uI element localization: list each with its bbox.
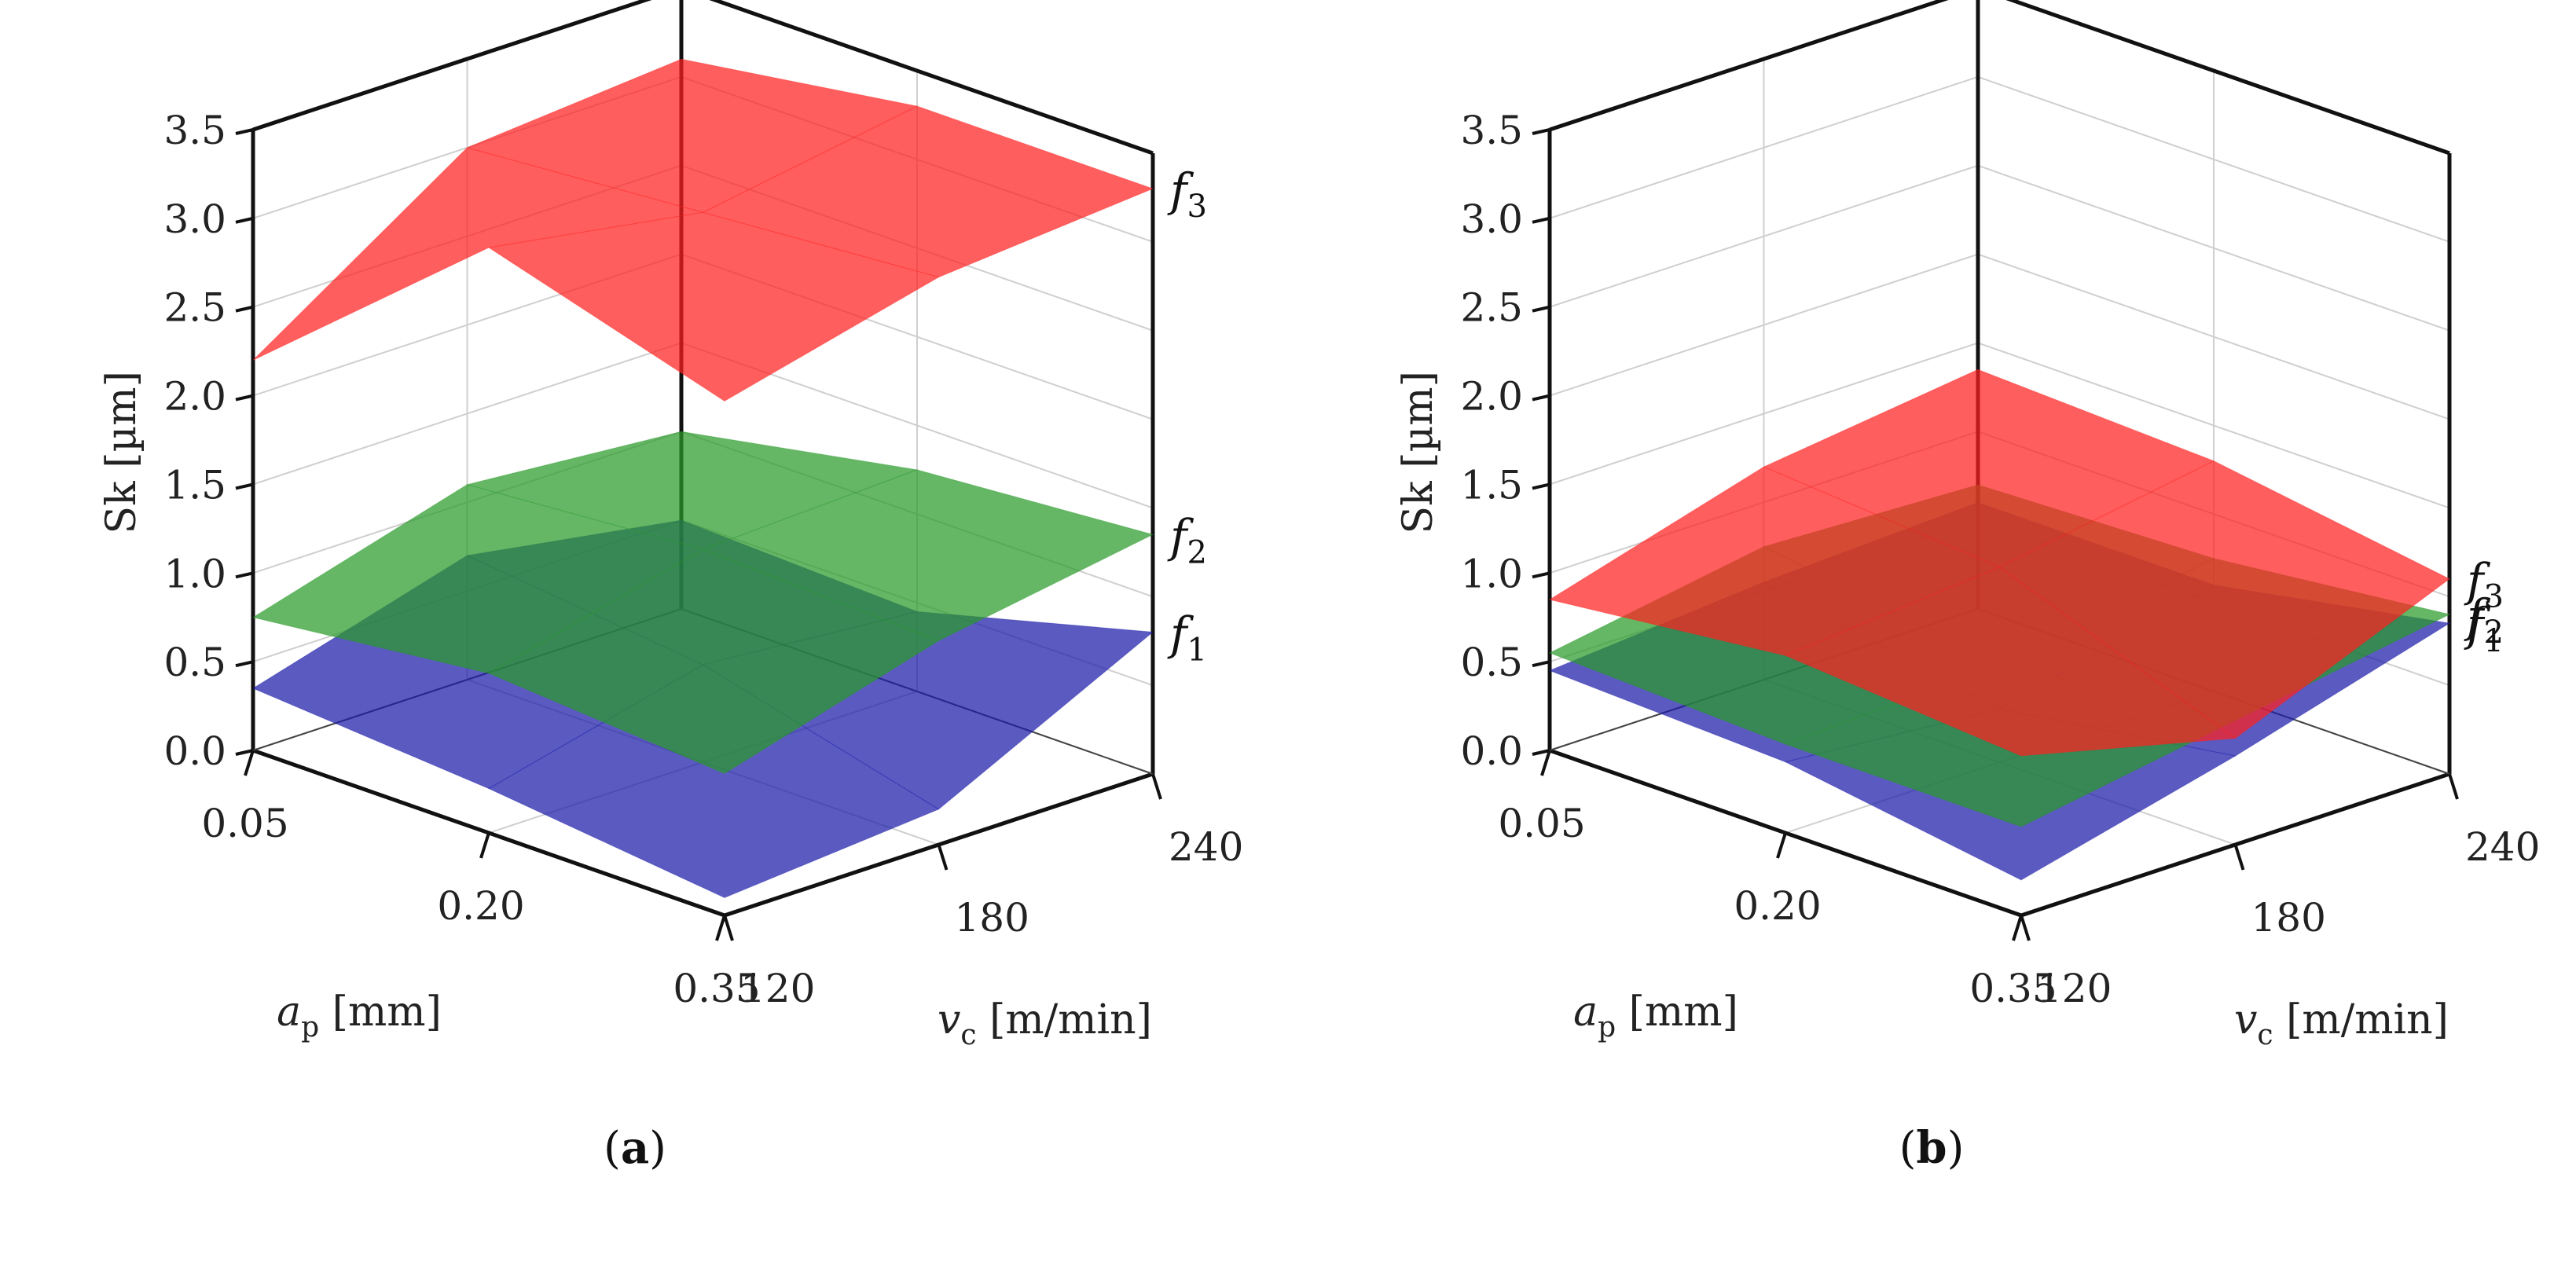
y-tick-label: 240 (1169, 824, 1243, 870)
axis-line (252, 0, 652, 132)
surface-f2 (251, 431, 1154, 774)
axis-line (2005, 0, 2450, 156)
y-axis-label: vc [m/min] (2234, 996, 2449, 1051)
y-tick-label: 120 (740, 966, 815, 1011)
y-axis-label: vc [m/min] (938, 996, 1152, 1051)
z-tick-label: 1.5 (1460, 462, 1523, 508)
y-tick-label: 180 (955, 895, 1029, 941)
x-tick (1540, 750, 1551, 776)
y-tick (2020, 915, 2031, 941)
z-tick (1532, 216, 1550, 224)
x-tick-label: 0.35 (1969, 966, 2057, 1011)
x-tick (715, 915, 726, 941)
x-tick-label: 0.05 (201, 801, 288, 846)
y-tick (1151, 773, 1162, 800)
z-tick-label: 2.5 (163, 285, 226, 331)
z-tick (1532, 660, 1550, 668)
z-axis-label: Sk [µm] (1395, 371, 1442, 534)
y-tick-label: 120 (2037, 966, 2112, 1011)
series-label: f2 (1167, 509, 1207, 570)
z-tick-label: 3.0 (163, 196, 226, 242)
x-tick (1776, 832, 1787, 859)
z-tick-label: 2.0 (163, 374, 226, 420)
series-label: f3 (2464, 554, 2504, 615)
z-axis-label: Sk [µm] (98, 371, 145, 534)
surface-patch (487, 211, 940, 402)
surface-f3 (252, 58, 1154, 402)
z-tick (1532, 394, 1550, 402)
y-tick (723, 915, 734, 941)
axes-frame (1532, 0, 2459, 941)
x-axis-label: ap [mm] (1573, 988, 1738, 1043)
z-tick (235, 482, 254, 490)
panel-caption: (a) (604, 1122, 666, 1174)
z-tick (235, 749, 254, 756)
z-tick-label: 0.5 (1460, 640, 1523, 685)
z-tick-label: 1.0 (1460, 551, 1523, 596)
z-tick-label: 3.5 (163, 108, 226, 153)
x-tick-label: 0.20 (1734, 883, 1821, 929)
z-tick (1532, 749, 1550, 756)
z-tick (235, 571, 254, 579)
z-tick (1532, 482, 1550, 490)
x-tick-label: 0.35 (673, 966, 760, 1011)
z-tick (235, 216, 254, 224)
surface-patch (1784, 567, 2237, 757)
x-tick-label: 0.20 (437, 883, 524, 929)
x-tick (479, 832, 490, 859)
y-tick (937, 844, 949, 871)
z-tick (235, 305, 254, 313)
x-tick-label: 0.05 (1498, 801, 1585, 846)
z-tick (235, 128, 254, 135)
series-label: f2 (2464, 589, 2504, 651)
panel-caption: (b) (1899, 1122, 1965, 1174)
surface-patch (487, 548, 940, 774)
y-tick-label: 240 (2465, 824, 2540, 870)
y-tick (2448, 773, 2459, 800)
z-tick (1532, 128, 1550, 135)
z-tick-label: 0.0 (163, 728, 226, 774)
z-tick (1532, 571, 1550, 579)
y-tick (2233, 844, 2245, 871)
x-tick (2012, 915, 2023, 941)
z-tick (235, 660, 254, 668)
surface-f3 (1548, 369, 2450, 757)
axis-line (1549, 0, 1949, 132)
y-tick-label: 180 (2251, 895, 2326, 941)
x-tick (244, 750, 255, 776)
series-label: f1 (2464, 598, 2504, 659)
series-label: f3 (1167, 163, 1207, 225)
z-tick-label: 3.5 (1460, 108, 1523, 153)
z-tick-label: 2.0 (1460, 374, 1523, 420)
z-tick-label: 0.5 (163, 640, 226, 685)
z-tick-label: 0.0 (1460, 728, 1523, 774)
x-axis-label: ap [mm] (277, 988, 442, 1043)
z-tick-label: 3.0 (1460, 196, 1523, 242)
z-tick-label: 1.5 (163, 462, 226, 508)
z-tick (235, 394, 254, 402)
series-label: f1 (1167, 607, 1207, 668)
z-tick-label: 1.0 (163, 551, 226, 596)
z-tick (1532, 305, 1550, 313)
axis-line (709, 0, 1154, 156)
z-tick-label: 2.5 (1460, 285, 1523, 331)
